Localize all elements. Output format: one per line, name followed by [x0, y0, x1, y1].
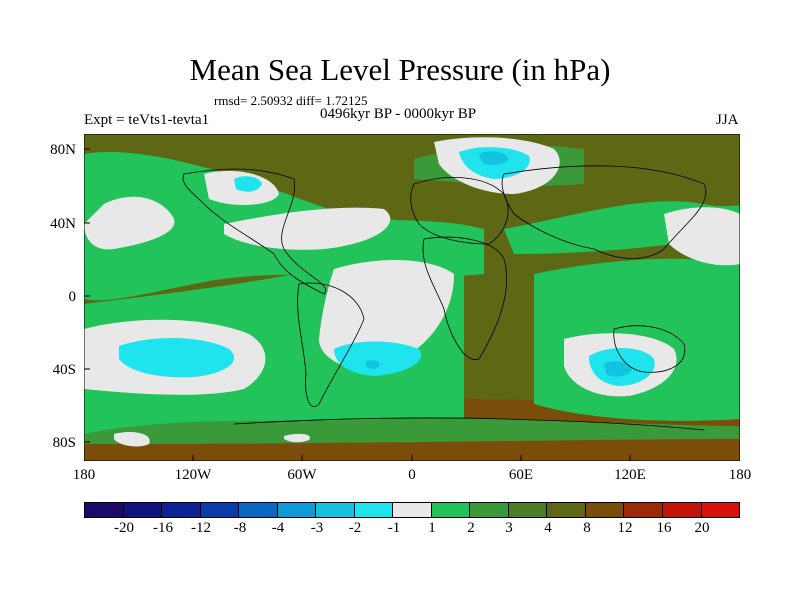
coastlines [182, 165, 707, 431]
colorbar-swatch-9 [431, 503, 471, 517]
colorbar-label: 4 [544, 520, 552, 536]
lon-label-0: 0 [408, 467, 416, 483]
colorbar-label: 3 [505, 520, 513, 536]
lat-label-80n: 80N [50, 142, 76, 158]
axis-ticks [84, 148, 631, 461]
period-label: 0496kyr BP - 0000kyr BP [320, 106, 477, 122]
colorbar-swatch-10 [470, 503, 509, 517]
colorbar-swatch-6 [316, 503, 355, 517]
colorbar-swatch-1 [123, 503, 163, 517]
lon-label-120w: 120W [174, 467, 212, 483]
lat-label-80s: 80S [52, 435, 76, 451]
colorbar [84, 502, 740, 518]
colorbar-swatch-14 [624, 503, 663, 517]
map-title: Mean Sea Level Pressure (in hPa) [189, 52, 611, 87]
lat-label-40n: 40N [50, 216, 76, 232]
colorbar-swatch-2 [162, 503, 201, 517]
colorbar-label: -8 [233, 520, 247, 536]
lat-label-40s: 40S [52, 362, 76, 378]
colorbar-swatch-11 [508, 503, 548, 517]
colorbar-label: -16 [153, 520, 173, 536]
season-label: JJA [716, 112, 739, 128]
colorbar-label: -3 [310, 520, 324, 536]
colorbar-label: 12 [617, 520, 633, 536]
colorbar-swatch-5 [277, 503, 317, 517]
colorbar-label: -4 [271, 520, 285, 536]
lon-label-60w: 60W [287, 467, 317, 483]
colorbar-label: 8 [583, 520, 591, 536]
colorbar-swatch-15 [662, 503, 702, 517]
colorbar-label: 1 [428, 520, 436, 536]
rmsd-diff-stats: rmsd= 2.50932 diff= 1.72125 [214, 93, 368, 108]
colorbar-label: 2 [467, 520, 475, 536]
colorbar-swatch-3 [200, 503, 240, 517]
colorbar-label: -1 [387, 520, 401, 536]
lat-label-0: 0 [68, 289, 77, 305]
colorbar-swatch-4 [239, 503, 278, 517]
colorbar-swatch-12 [547, 503, 586, 517]
experiment-label: Expt = teVts1-tevta1 [84, 112, 210, 128]
lon-label-120e: 120E [614, 467, 646, 483]
colorbar-swatch-0 [85, 503, 124, 517]
colorbar-label: 20 [694, 520, 710, 536]
colorbar-swatch-7 [354, 503, 394, 517]
pressure-difference-map [84, 134, 740, 461]
colorbar-swatch-8 [393, 503, 432, 517]
colorbar-swatch-13 [585, 503, 625, 517]
pressure-contour-fills [84, 137, 740, 461]
colorbar-label: -2 [348, 520, 362, 536]
colorbar-label: 16 [656, 520, 672, 536]
lon-label-180w: 180 [72, 467, 96, 483]
colorbar-label: -20 [114, 520, 134, 536]
colorbar-label: -12 [191, 520, 211, 536]
colorbar-swatch-16 [701, 503, 740, 517]
lon-label-60e: 60E [508, 467, 534, 483]
lon-label-180e: 180 [728, 467, 752, 483]
